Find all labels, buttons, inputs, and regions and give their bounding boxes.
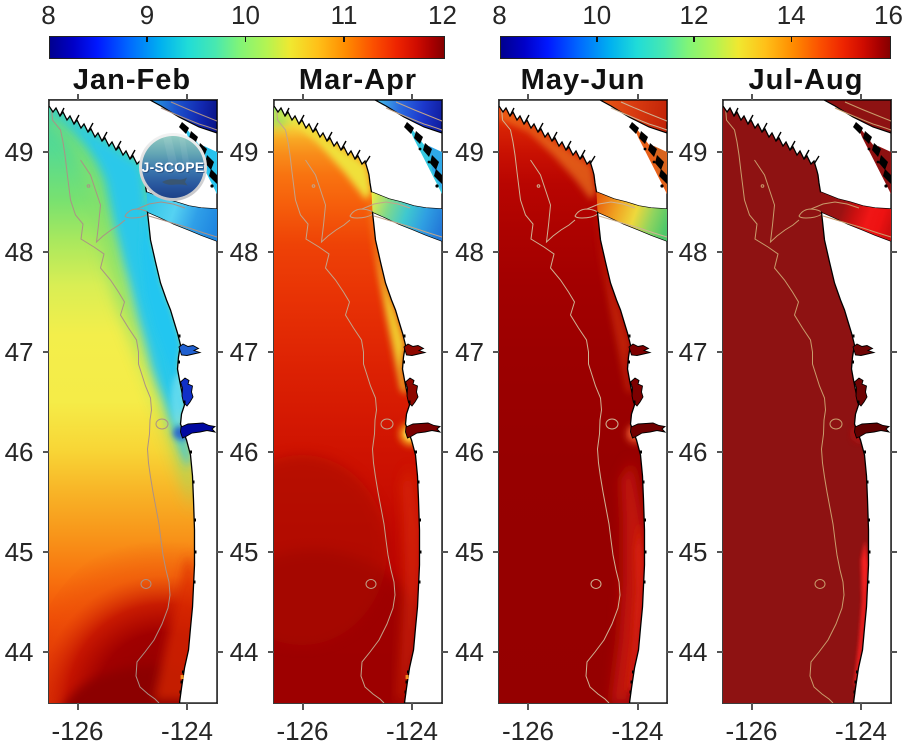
svg-text:J-SCOPE: J-SCOPE [141, 160, 204, 175]
svg-text:J-SCOPE: J-SCOPE [142, 161, 205, 176]
